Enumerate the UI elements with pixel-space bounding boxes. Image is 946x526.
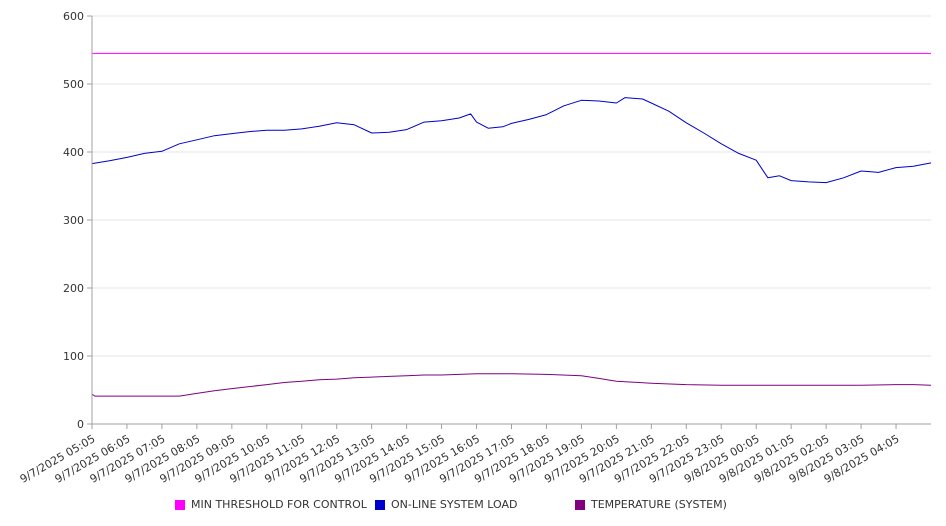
x-tick-labels: 9/7/2025 05:059/7/2025 06:059/7/2025 07:… xyxy=(18,432,902,486)
y-tick-label: 400 xyxy=(63,146,84,159)
y-tick-label: 300 xyxy=(63,214,84,227)
y-tick-label: 600 xyxy=(63,10,84,23)
y-tick-label: 100 xyxy=(63,350,84,363)
series-lines xyxy=(91,52,932,397)
grid-lines xyxy=(87,15,931,425)
series-line-2 xyxy=(91,373,932,397)
chart-legend: MIN THRESHOLD FOR CONTROL ON-LINE SYSTEM… xyxy=(0,498,946,514)
y-tick-labels: 0 100 200 300 400 500 600 xyxy=(63,10,84,431)
y-tick-label: 500 xyxy=(63,78,84,91)
y-tick-label: 200 xyxy=(63,282,84,295)
legend-item-threshold: MIN THRESHOLD FOR CONTROL xyxy=(175,498,367,511)
chart-canvas: 0 100 200 300 400 500 600 9/7/2025 05:059/7/20… xyxy=(18,10,932,486)
legend-label-load: ON-LINE SYSTEM LOAD xyxy=(391,498,518,511)
legend-swatch-temperature xyxy=(575,499,585,510)
legend-swatch-load xyxy=(375,499,385,510)
y-tick-label: 0 xyxy=(77,418,84,431)
legend-item-load: ON-LINE SYSTEM LOAD xyxy=(375,498,517,511)
axes xyxy=(91,16,931,429)
legend-label-temperature: TEMPERATURE (SYSTEM) xyxy=(591,498,727,511)
legend-item-temperature: TEMPERATURE (SYSTEM) xyxy=(575,498,727,511)
legend-label-threshold: MIN THRESHOLD FOR CONTROL xyxy=(191,498,367,511)
series-line-1 xyxy=(91,97,932,184)
legend-swatch-threshold xyxy=(175,499,185,510)
